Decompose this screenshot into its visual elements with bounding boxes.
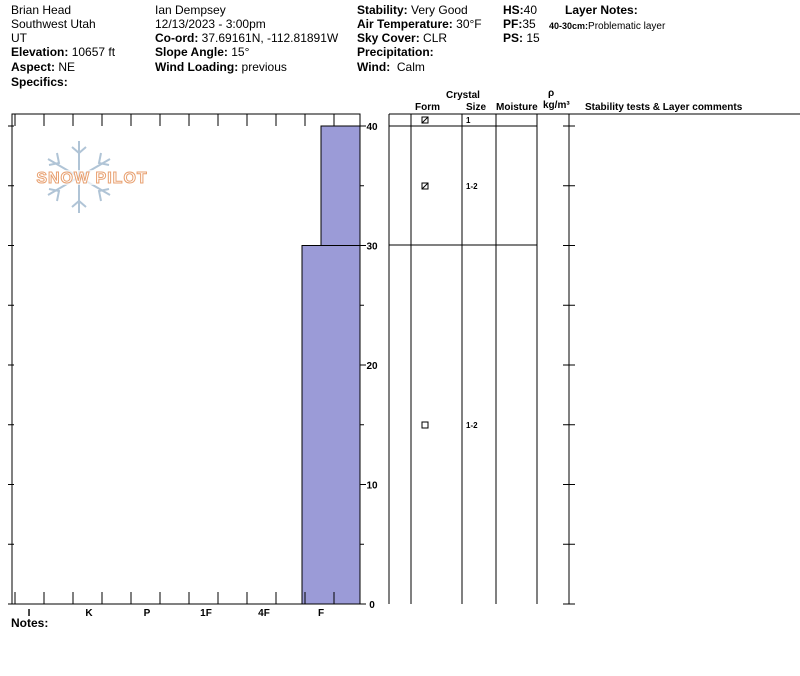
layer-note: 40-30cm:Problematic layer xyxy=(549,18,665,34)
crystal-rows: 1 1-2 1-2 xyxy=(421,116,478,430)
depth-tick-label: 20 xyxy=(366,361,378,372)
air-temp-value: 30°F xyxy=(456,17,482,31)
coord-value: 37.69161N, -112.81891W xyxy=(201,31,339,45)
sky-label: Sky Cover: xyxy=(357,31,420,45)
aspect-value: NE xyxy=(58,60,76,74)
hardness-top-ticks xyxy=(14,114,335,126)
layer-note-text: Problematic layer xyxy=(588,21,666,32)
hardness-scale-axis: I K P 1F 4F F xyxy=(14,592,335,619)
comments-header: Stability tests & Layer comments xyxy=(585,102,743,113)
layer-size: 1-2 xyxy=(466,182,478,191)
region-name: Southwest Utah xyxy=(11,17,96,31)
depth-tick-label: 0 xyxy=(369,600,375,611)
ps-value: 15 xyxy=(526,31,540,45)
elevation-value: 10657 ft xyxy=(71,45,116,59)
depth-axis: 0 10 20 30 40 xyxy=(8,122,378,611)
faceted-crystals-icon xyxy=(421,421,429,429)
pf-row: PF:35 xyxy=(503,17,536,31)
hardness-bar xyxy=(301,245,361,605)
hs-value: 40 xyxy=(523,3,538,17)
slope-label: Slope Angle: xyxy=(155,45,228,59)
hardness-scale-label: 1F xyxy=(200,608,212,619)
density-symbol: ρ xyxy=(548,88,555,99)
layer-notes-label: Layer Notes: xyxy=(565,3,638,17)
sky-value: CLR xyxy=(423,31,448,45)
hardness-scale-label: 4F xyxy=(258,608,270,619)
hs-label: HS: xyxy=(503,3,524,17)
observation-datetime: 12/13/2023 - 3:00pm xyxy=(155,17,266,31)
density-unit: kg/m³ xyxy=(543,100,570,111)
wind-loading-value: previous xyxy=(241,60,287,74)
hardness-scale-label: K xyxy=(85,608,93,619)
depth-tick-label: 40 xyxy=(366,122,378,133)
hs-row: HS:40 xyxy=(503,3,537,17)
layer-note-range: 40-30cm: xyxy=(549,21,589,31)
wind-loading-label: Wind Loading: xyxy=(155,60,239,74)
stability-row: Stability: Very Good xyxy=(357,3,468,17)
specifics-label: Specifics: xyxy=(11,75,68,89)
slope-row: Slope Angle: 15° xyxy=(155,45,249,59)
wind-row: Wind: Calm xyxy=(357,60,425,74)
air-temp-label: Air Temperature: xyxy=(357,17,453,31)
precip-label: Precipitation: xyxy=(357,45,434,59)
coord-label: Co-ord: xyxy=(155,31,199,45)
hardness-scale-label: P xyxy=(144,608,151,619)
pf-value: 35 xyxy=(522,17,536,31)
decomposing-fragments-icon xyxy=(421,182,429,190)
hardness-scale-label: I xyxy=(28,608,31,619)
decomposing-fragments-icon xyxy=(421,116,429,124)
stability-label: Stability: xyxy=(357,3,408,17)
location-name: Brian Head xyxy=(11,3,72,17)
ps-row: PS: 15 xyxy=(503,31,540,45)
wind-loading-row: Wind Loading: previous xyxy=(155,60,287,74)
state-name: UT xyxy=(11,31,27,45)
surface-size: 1 xyxy=(466,116,471,125)
table-depth-ticks xyxy=(563,125,575,605)
slope-value: 15° xyxy=(231,45,250,59)
precip-row: Precipitation: xyxy=(357,45,434,59)
sky-cover-row: Sky Cover: CLR xyxy=(357,31,447,45)
layer-size: 1-2 xyxy=(466,421,478,430)
ps-label: PS: xyxy=(503,31,524,45)
form-header: Form xyxy=(415,102,440,113)
observer-name: Ian Dempsey xyxy=(155,3,226,17)
logo-text: SNOW PILOT xyxy=(36,170,147,187)
elevation-row: Elevation: 10657 ft xyxy=(11,45,115,59)
coordinates-row: Co-ord: 37.69161N, -112.81891W xyxy=(155,31,338,45)
notes-label: Notes: xyxy=(11,616,49,630)
hardness-scale-label: F xyxy=(318,608,324,619)
wind-label: Wind: xyxy=(357,60,391,74)
wind-value: Calm xyxy=(396,60,425,74)
snowpilot-logo: SNOW PILOT xyxy=(31,141,154,213)
hardness-bars xyxy=(301,125,361,605)
crystal-header: Crystal xyxy=(446,90,480,101)
elevation-label: Elevation: xyxy=(11,45,69,59)
depth-tick-label: 30 xyxy=(366,242,378,253)
aspect-row: Aspect: NE xyxy=(11,60,75,74)
depth-tick-label: 10 xyxy=(366,481,378,492)
pf-label: PF: xyxy=(503,17,523,31)
aspect-label: Aspect: xyxy=(11,60,56,74)
stability-value: Very Good xyxy=(411,3,468,17)
moisture-header: Moisture xyxy=(496,102,538,113)
crystal-table xyxy=(388,113,800,604)
hardness-bar xyxy=(320,125,361,246)
air-temp-row: Air Temperature: 30°F xyxy=(357,17,482,31)
size-header: Size xyxy=(466,102,487,113)
